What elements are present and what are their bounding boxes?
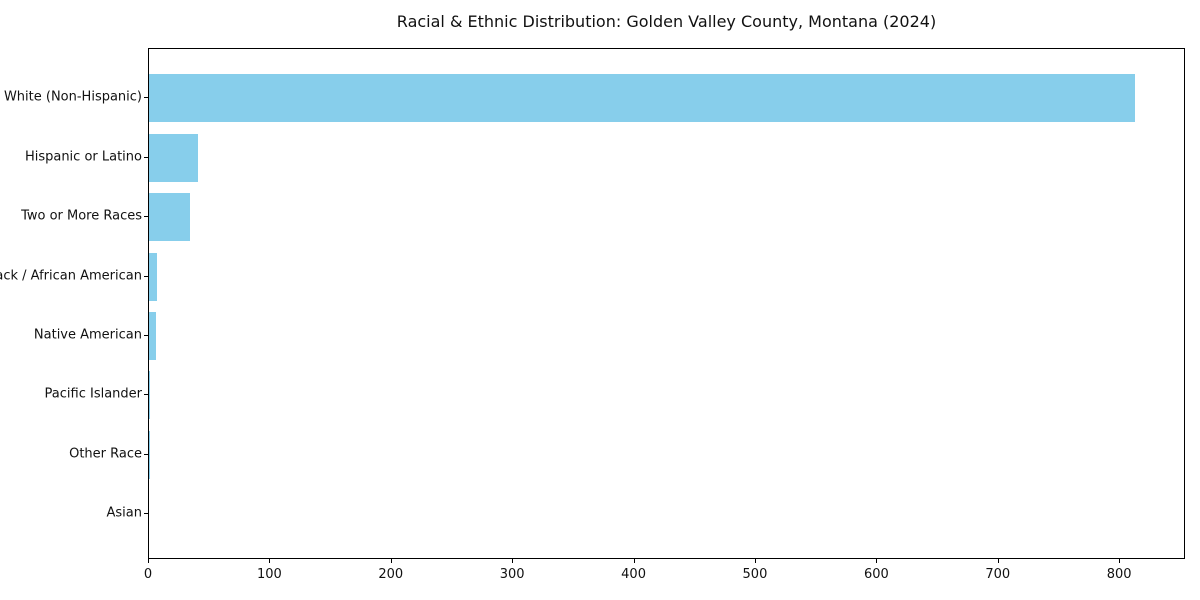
x-tick-mark	[754, 559, 756, 563]
y-tick-mark	[144, 216, 148, 218]
bar-black-african-american	[149, 252, 158, 301]
y-tick-label-hispanic-or-latino: Hispanic or Latino	[24, 149, 142, 165]
x-tick-label-500: 500	[742, 567, 768, 582]
x-tick-label-200: 200	[378, 567, 404, 582]
y-tick-label-black-african-american: Black / African American	[0, 268, 142, 284]
y-tick-mark	[144, 394, 148, 396]
y-tick-label-pacific-islander: Pacific Islander	[44, 386, 142, 402]
y-tick-label-other-race: Other Race	[69, 446, 142, 462]
y-tick-mark	[144, 453, 148, 455]
bar-pacific-islander	[149, 371, 151, 420]
x-tick-label-600: 600	[863, 567, 889, 582]
x-tick-mark	[512, 559, 514, 563]
y-tick-label-white-non-hispanic: White (Non-Hispanic)	[3, 89, 142, 105]
x-tick-mark	[1119, 559, 1121, 563]
y-tick-label-two-or-more-races: Two or More Races	[21, 208, 142, 224]
bar-other-race	[149, 430, 151, 479]
x-tick-mark	[390, 559, 392, 563]
x-tick-mark	[633, 559, 635, 563]
x-tick-mark	[269, 559, 271, 563]
x-tick-label-700: 700	[985, 567, 1011, 582]
bar-two-or-more-races	[149, 193, 191, 242]
y-tick-mark	[144, 156, 148, 158]
x-tick-label-100: 100	[256, 567, 282, 582]
chart-title: Racial & Ethnic Distribution: Golden Val…	[396, 12, 937, 31]
y-tick-mark	[144, 97, 148, 99]
y-tick-label-asian: Asian	[106, 505, 142, 521]
bar-white-non-hispanic	[149, 74, 1135, 123]
x-tick-label-800: 800	[1106, 567, 1132, 582]
x-tick-label-400: 400	[621, 567, 646, 582]
x-tick-mark	[997, 559, 999, 563]
x-tick-mark	[148, 559, 149, 563]
y-tick-mark	[144, 275, 148, 277]
y-tick-mark	[144, 513, 148, 515]
x-tick-label-300: 300	[499, 567, 525, 582]
y-tick-label-native-american: Native American	[33, 327, 142, 343]
x-tick-mark	[876, 559, 878, 563]
bar-native-american	[149, 312, 157, 360]
plot-area	[148, 48, 1185, 559]
y-tick-mark	[144, 335, 148, 336]
x-tick-label-0: 0	[143, 567, 153, 582]
bar-hispanic-or-latino	[149, 133, 198, 182]
